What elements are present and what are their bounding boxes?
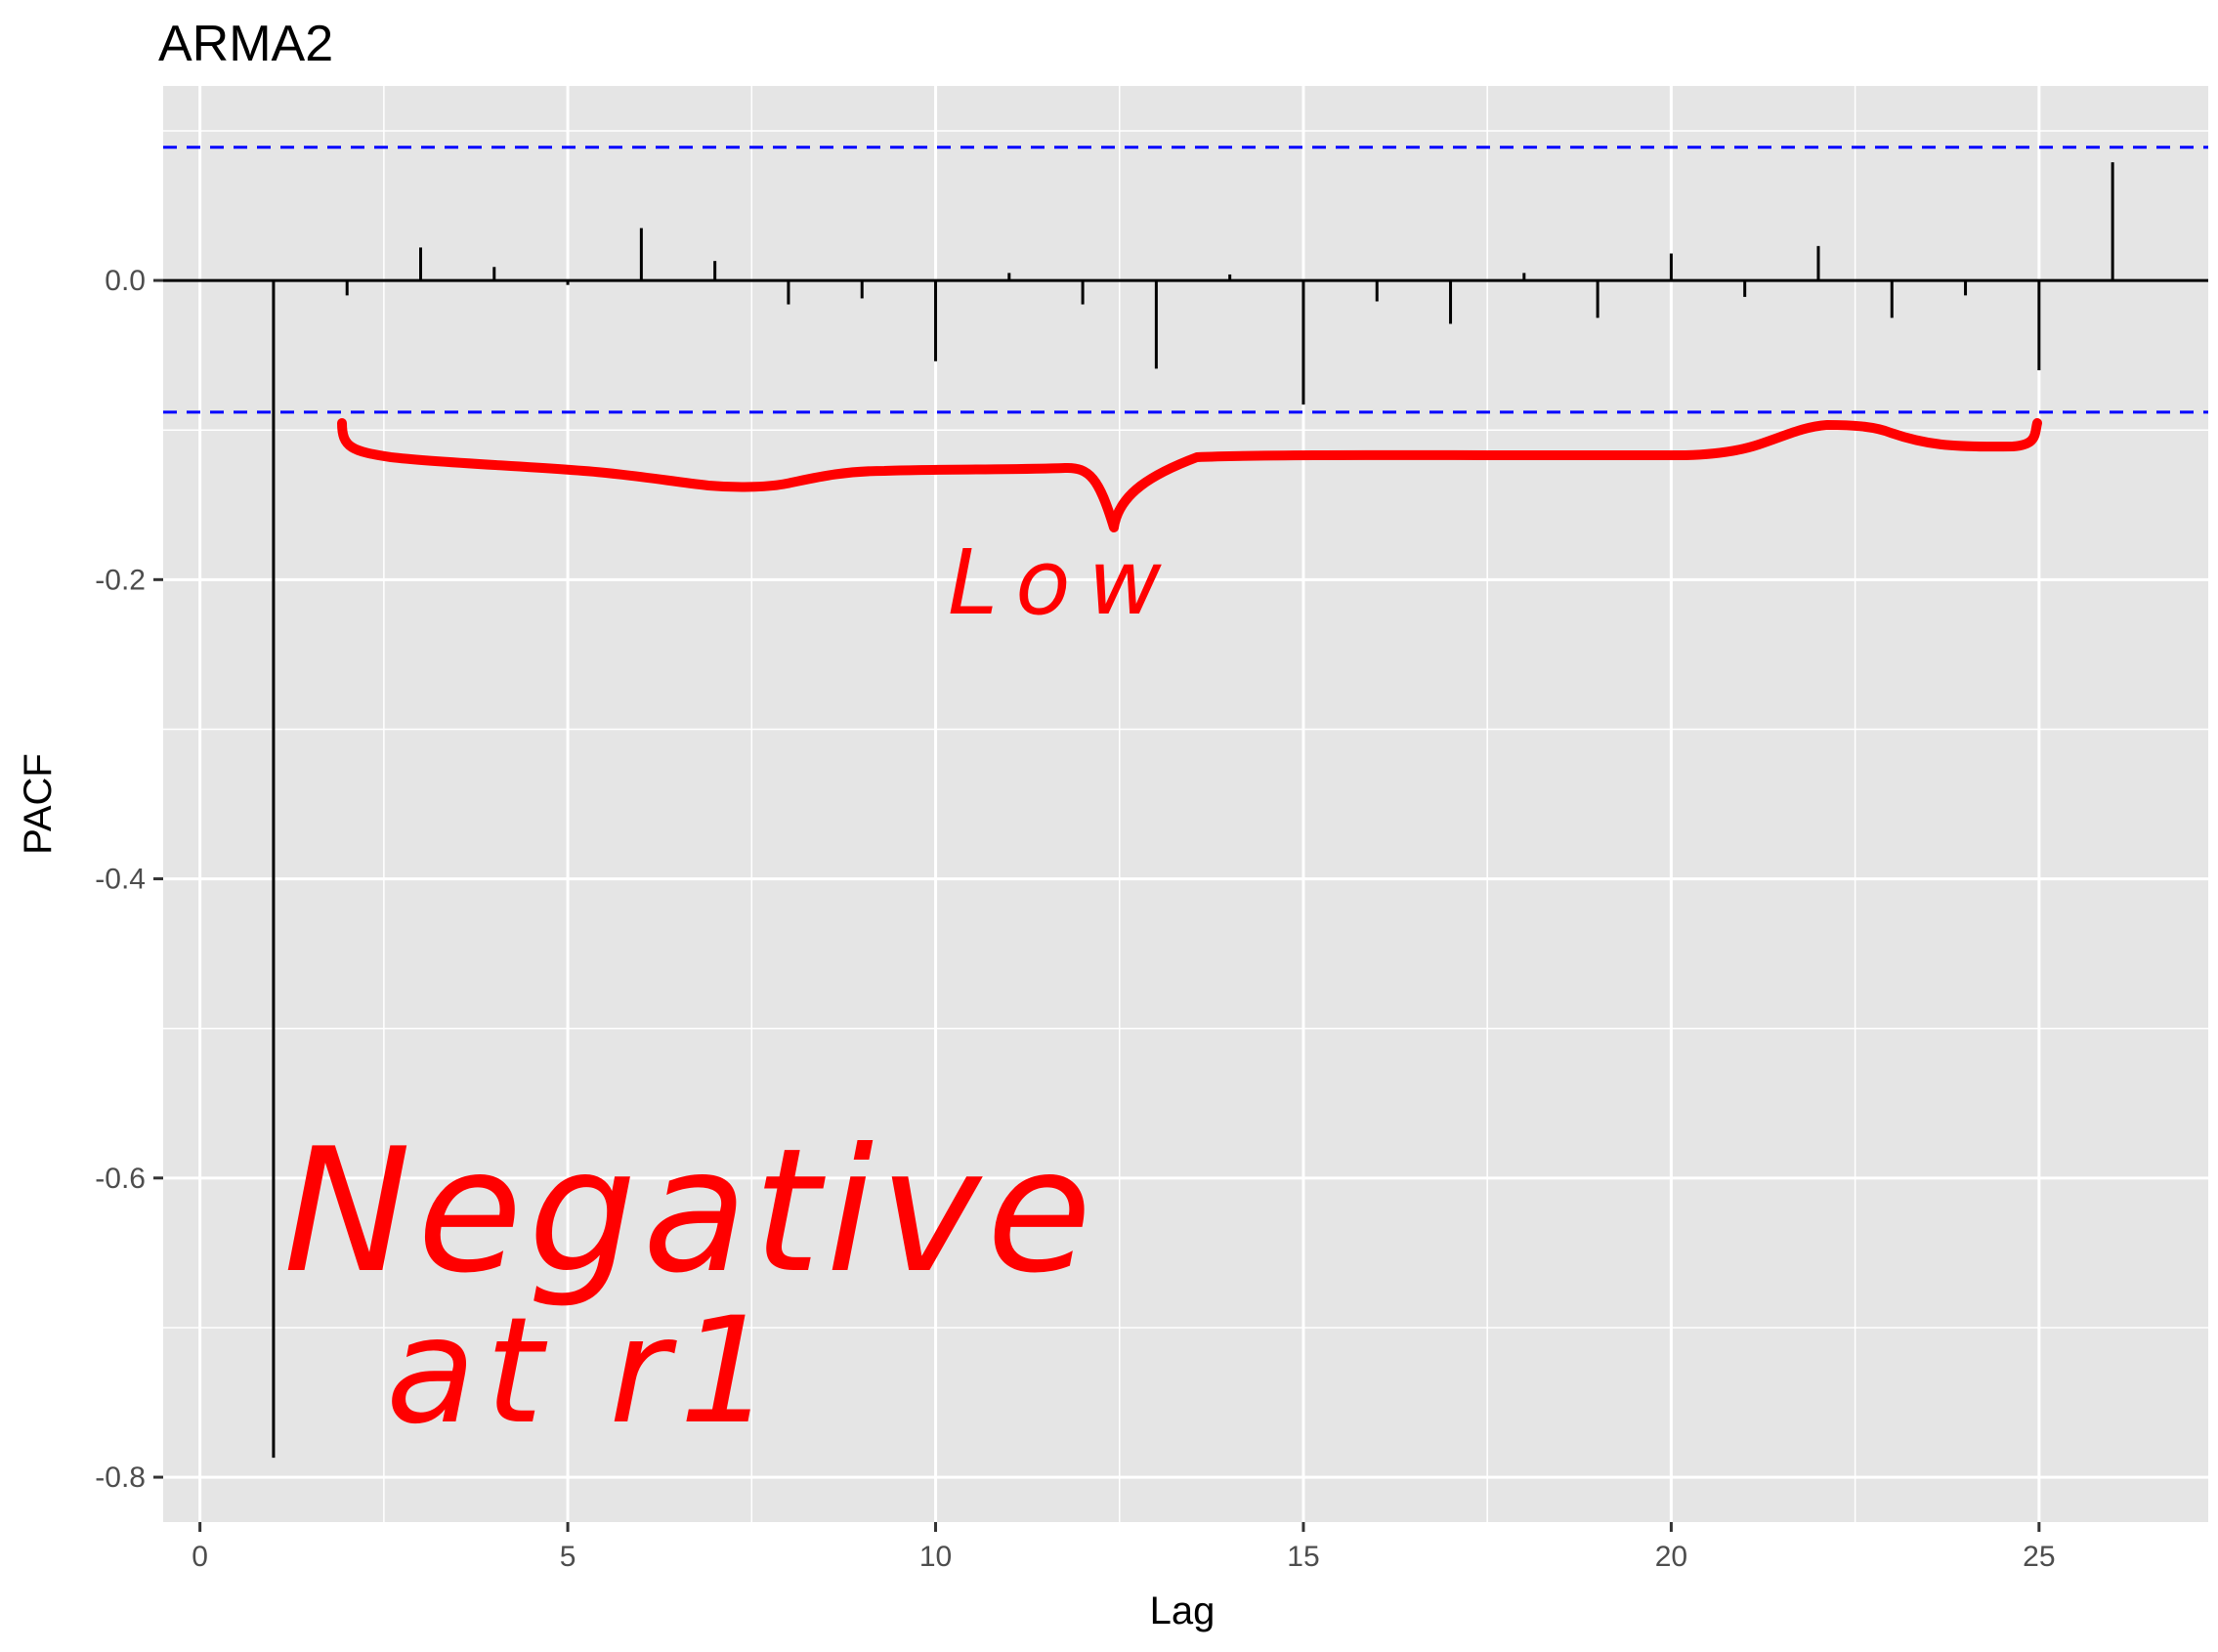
x-axis-ticks: 0 5 10 15 20 25	[192, 1522, 2056, 1573]
annotation-negative: Negative	[283, 1113, 1097, 1311]
chart-title: ARMA2	[158, 16, 333, 72]
y-tick-label: -0.4	[95, 864, 146, 896]
annotation-at-r1: at r1	[386, 1287, 783, 1457]
x-tick-label: 25	[2023, 1541, 2055, 1573]
y-axis-title: PACF	[17, 753, 60, 855]
y-axis-ticks: 0.0 -0.2 -0.4 -0.6 -0.8	[95, 265, 163, 1494]
y-tick-label: -0.2	[95, 564, 146, 596]
y-tick-label: 0.0	[105, 265, 146, 297]
x-tick-label: 5	[560, 1541, 576, 1573]
major-grid	[163, 86, 2208, 1522]
plot-panel	[163, 86, 2208, 1522]
y-tick-label: -0.8	[95, 1461, 146, 1494]
x-axis-title: Lag	[1150, 1589, 1216, 1632]
annotation-low: Low	[948, 530, 1179, 635]
pacf-bars	[272, 162, 2114, 1459]
y-tick-label: -0.6	[95, 1163, 146, 1195]
x-tick-label: 20	[1655, 1541, 1687, 1573]
x-tick-label: 15	[1287, 1541, 1319, 1573]
annotation-brace	[337, 418, 2042, 532]
x-tick-label: 10	[919, 1541, 952, 1573]
x-tick-label: 0	[192, 1541, 208, 1573]
